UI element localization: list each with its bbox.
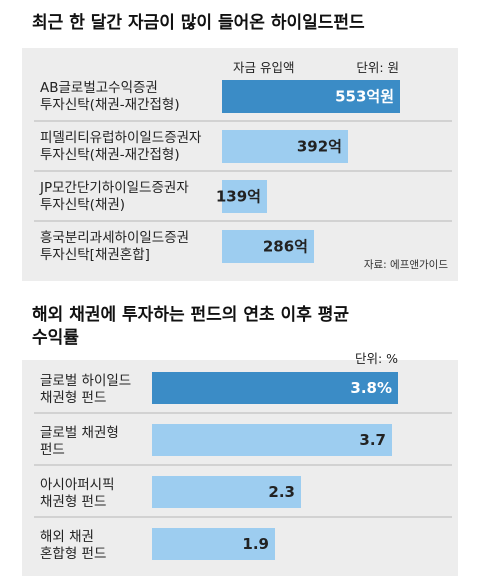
chart1-category-label: AB글로벌고수익증권 <box>40 80 158 96</box>
chart1-bar <box>222 230 314 263</box>
chart1-series-label: 자금 유입액 <box>233 60 294 75</box>
chart2-bar <box>152 528 275 560</box>
chart2-category-label: 채권형 펀드 <box>40 390 106 406</box>
chart2-category-label: 아시아퍼시픽 <box>40 477 115 493</box>
chart1-bar <box>222 180 267 213</box>
chart2-unit-label: 단위: % <box>355 351 398 366</box>
chart2-bar <box>152 476 301 508</box>
chart1-category-label: 투자신탁(채권-재간접형) <box>40 97 180 113</box>
chart1-value-label: 139억 <box>216 188 261 206</box>
chart2-value-label: 3.8% <box>350 379 392 397</box>
chart2-value-label: 3.7 <box>359 431 386 449</box>
chart1-category-label: JP모간단기하이일드증권자 <box>39 180 189 196</box>
chart2-value-label: 2.3 <box>268 483 295 501</box>
chart2-category-label: 글로벌 하이일드 <box>40 373 131 389</box>
chart1-bar <box>222 80 400 113</box>
chart1-value-label: 286억 <box>263 238 308 256</box>
chart1-value-label: 553억원 <box>335 88 394 106</box>
chart1-category-label: 피델리티유럽하이일드증권자 <box>40 130 202 146</box>
chart1-title: 최근 한 달간 자금이 많이 들어온 하이일드펀드 <box>32 12 365 33</box>
chart1-category-label: 투자신탁(채권) <box>40 197 125 213</box>
chart2-category-label: 글로벌 채권형 <box>40 425 119 441</box>
chart2-value-label: 1.9 <box>242 535 269 553</box>
chart2-category-label: 혼합형 펀드 <box>40 546 106 562</box>
chart2-bar <box>152 372 398 404</box>
chart2-category-label: 해외 채권 <box>40 529 94 545</box>
chart2-title-line1: 해외 채권에 투자하는 펀드의 연초 이후 평균 <box>32 304 349 325</box>
chart2-bar <box>152 424 392 456</box>
chart1-category-label: 투자신탁(채권-재간접형) <box>40 147 180 163</box>
chart1-source: 자료: 에프앤가이드 <box>364 259 448 271</box>
chart2-category-label: 채권형 펀드 <box>40 494 106 510</box>
chart2-title-line2: 수익률 <box>32 328 79 348</box>
chart1-category-label: 투자신탁[채권혼합] <box>40 247 150 263</box>
chart1-unit-label: 단위: 원 <box>356 60 399 75</box>
chart1-bar <box>222 130 348 163</box>
chart2-category-label: 펀드 <box>40 442 65 458</box>
chart1-category-label: 흥국분리과세하이일드증권 <box>40 230 189 246</box>
chart1-value-label: 392억 <box>297 138 342 156</box>
